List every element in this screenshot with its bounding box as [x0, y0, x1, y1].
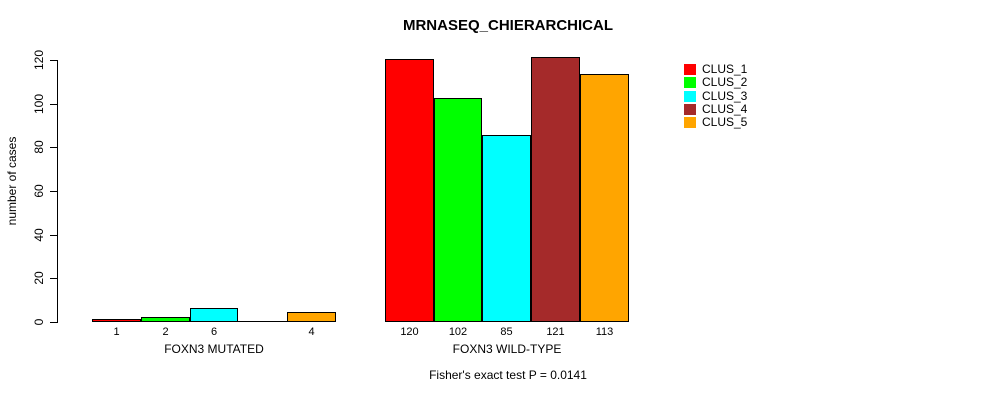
y-axis-tick: [50, 147, 57, 148]
bar-value-label: 113: [595, 326, 614, 338]
y-axis-tick: [50, 235, 57, 236]
bar-value-label: 4: [308, 326, 315, 338]
legend-swatch-clus-2: [684, 77, 696, 88]
legend-swatch-clus-3: [684, 91, 696, 102]
y-axis-tick: [50, 322, 57, 323]
bar-clus-3-foxn3-mutated: [190, 308, 238, 322]
legend-swatch-clus-4: [684, 104, 696, 115]
bar-clus-4-foxn3-wild-type: [531, 57, 580, 322]
bar-value-label: 121: [546, 326, 565, 338]
bar-value-label: 1: [113, 326, 120, 338]
bar-clus-2-foxn3-wild-type: [434, 98, 482, 322]
y-axis-tick: [50, 191, 57, 192]
bar-clus-2-foxn3-mutated: [141, 317, 190, 322]
y-axis-tick: [50, 60, 57, 61]
y-axis-tick: [50, 278, 57, 279]
bar-value-label: 2: [162, 326, 169, 338]
chart-title: MRNASEQ_CHIERARCHICAL: [402, 17, 613, 34]
bar-value-label: 85: [500, 326, 513, 338]
footnote-fisher-test: Fisher's exact test P = 0.0141: [429, 368, 587, 382]
legend-swatch-clus-1: [684, 64, 696, 75]
x-group-label-foxn3-mutated: FOXN3 MUTATED: [164, 342, 264, 356]
bar-clus-4-foxn3-mutated: [238, 321, 287, 322]
bar-value-label: 102: [448, 326, 468, 338]
bar-clus-5-foxn3-mutated: [287, 312, 336, 322]
legend-label-clus-2: CLUS_2: [702, 75, 748, 89]
bar-clus-5-foxn3-wild-type: [580, 74, 629, 322]
legend-swatch-clus-5: [684, 117, 696, 128]
bar-clus-3-foxn3-wild-type: [482, 135, 531, 322]
y-axis-tick: [50, 104, 57, 105]
legend-label-clus-1: CLUS_1: [702, 62, 748, 76]
legend-label-clus-5: CLUS_5: [702, 115, 748, 129]
bar-value-label: 6: [210, 326, 218, 338]
bar-clus-1-foxn3-wild-type: [385, 59, 434, 322]
legend-label-clus-3: CLUS_3: [702, 89, 748, 103]
bar-value-label: 120: [400, 326, 419, 338]
bar-clus-1-foxn3-mutated: [92, 319, 141, 322]
legend-label-clus-4: CLUS_4: [702, 102, 748, 116]
x-group-label-foxn3-wild-type: FOXN3 WILD-TYPE: [452, 342, 562, 356]
y-axis-line: [57, 60, 58, 323]
